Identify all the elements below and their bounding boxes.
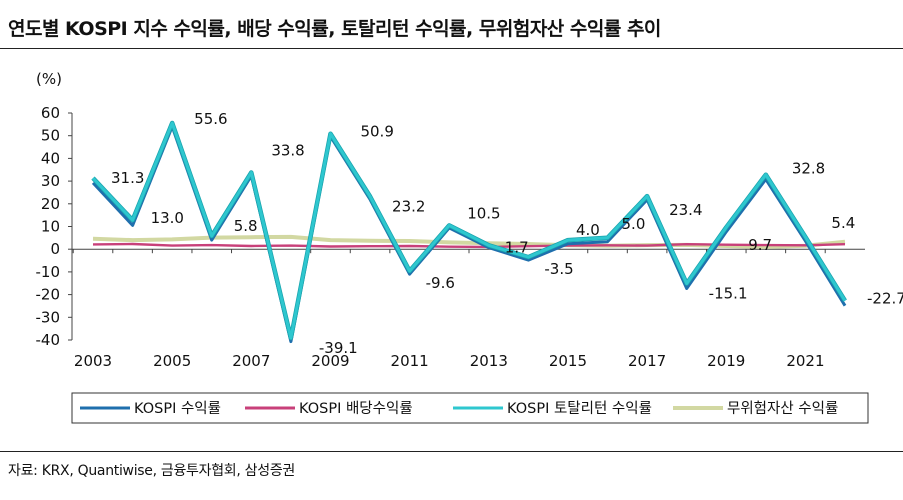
data-label: -9.6	[426, 274, 455, 292]
y-tick-label: 60	[41, 104, 60, 122]
y-tick-label: 30	[41, 172, 60, 190]
data-label: 50.9	[360, 123, 393, 141]
y-axis-unit-label: (%)	[36, 70, 62, 88]
data-label: 33.8	[271, 141, 304, 159]
legend-label-1: KOSPI 배당수익률	[299, 400, 413, 417]
data-labels: 31.3 13.0 55.6 5.8 33.8 -39.1 50.9 23.2 -9.6 10.5…	[111, 110, 903, 357]
x-tick-label: 2011	[391, 352, 429, 370]
legend-label-0: KOSPI 수익률	[134, 400, 221, 417]
x-tick-label: 2021	[786, 352, 824, 370]
data-label: 9.7	[748, 236, 772, 254]
y-tick-label: -10	[36, 263, 61, 281]
x-tick-label: 2017	[628, 352, 666, 370]
data-label: -39.1	[319, 339, 358, 357]
series-line-1	[92, 242, 846, 249]
source-note: 자료: KRX, Quantiwise, 금융투자협회, 삼성증권	[8, 463, 295, 479]
x-tick-labels: 2003 2005 2007 2009 2011 2013 2015 2017 2019 2021	[74, 352, 825, 370]
x-tick-label: 2005	[153, 352, 191, 370]
legend-label-2: KOSPI 토탈리턴 수익률	[507, 400, 652, 417]
series-line-outline	[91, 120, 847, 341]
data-label: 5.8	[234, 217, 258, 235]
axes	[68, 112, 865, 341]
x-tick-label: 2013	[470, 352, 508, 370]
data-label: 5.0	[622, 215, 646, 233]
x-tick-label: 2009	[311, 352, 349, 370]
y-tick-label: -20	[36, 286, 61, 304]
x-tick-label: 2015	[549, 352, 587, 370]
data-label: -15.1	[709, 284, 748, 302]
title-rule	[0, 48, 903, 49]
legend: KOSPI 수익률 KOSPI 배당수익률 KOSPI 토탈리턴 수익률 무위험자산 …	[71, 392, 869, 424]
data-label: 55.6	[194, 110, 227, 128]
data-label: 31.3	[111, 169, 144, 187]
data-label: 23.4	[669, 201, 702, 219]
x-tick-label: 2019	[707, 352, 745, 370]
data-label: 1.7	[505, 238, 529, 256]
data-label: -22.7	[867, 290, 903, 308]
data-label: 23.2	[392, 198, 425, 216]
data-label: 13.0	[151, 209, 184, 227]
y-tick-label: 10	[41, 218, 60, 236]
data-label: 5.4	[831, 214, 855, 232]
legend-label-3: 무위험자산 수익률	[727, 400, 838, 417]
y-tick-label: 0	[50, 240, 60, 258]
y-tick-label: 40	[41, 149, 60, 167]
data-label: 10.5	[467, 204, 500, 222]
data-label: 32.8	[792, 160, 825, 178]
y-tick-label: 50	[41, 127, 60, 145]
y-tick-label: 20	[41, 195, 60, 213]
x-tick-label: 2007	[232, 352, 270, 370]
y-tick-labels: 60 50 40 30 20 10 0 -10 -20 -30 -40	[36, 104, 61, 349]
data-label: -3.5	[544, 260, 573, 278]
y-tick-label: -40	[36, 331, 61, 349]
chart-title: 연도별 KOSPI 지수 수익률, 배당 수익률, 토탈리턴 수익률, 무위험자…	[8, 18, 661, 40]
y-tick-label: -30	[36, 308, 61, 326]
series-lines	[91, 120, 847, 344]
data-label: 4.0	[576, 221, 600, 239]
footer-rule	[0, 451, 903, 452]
x-tick-label: 2003	[74, 352, 112, 370]
series-line-2	[91, 121, 847, 340]
